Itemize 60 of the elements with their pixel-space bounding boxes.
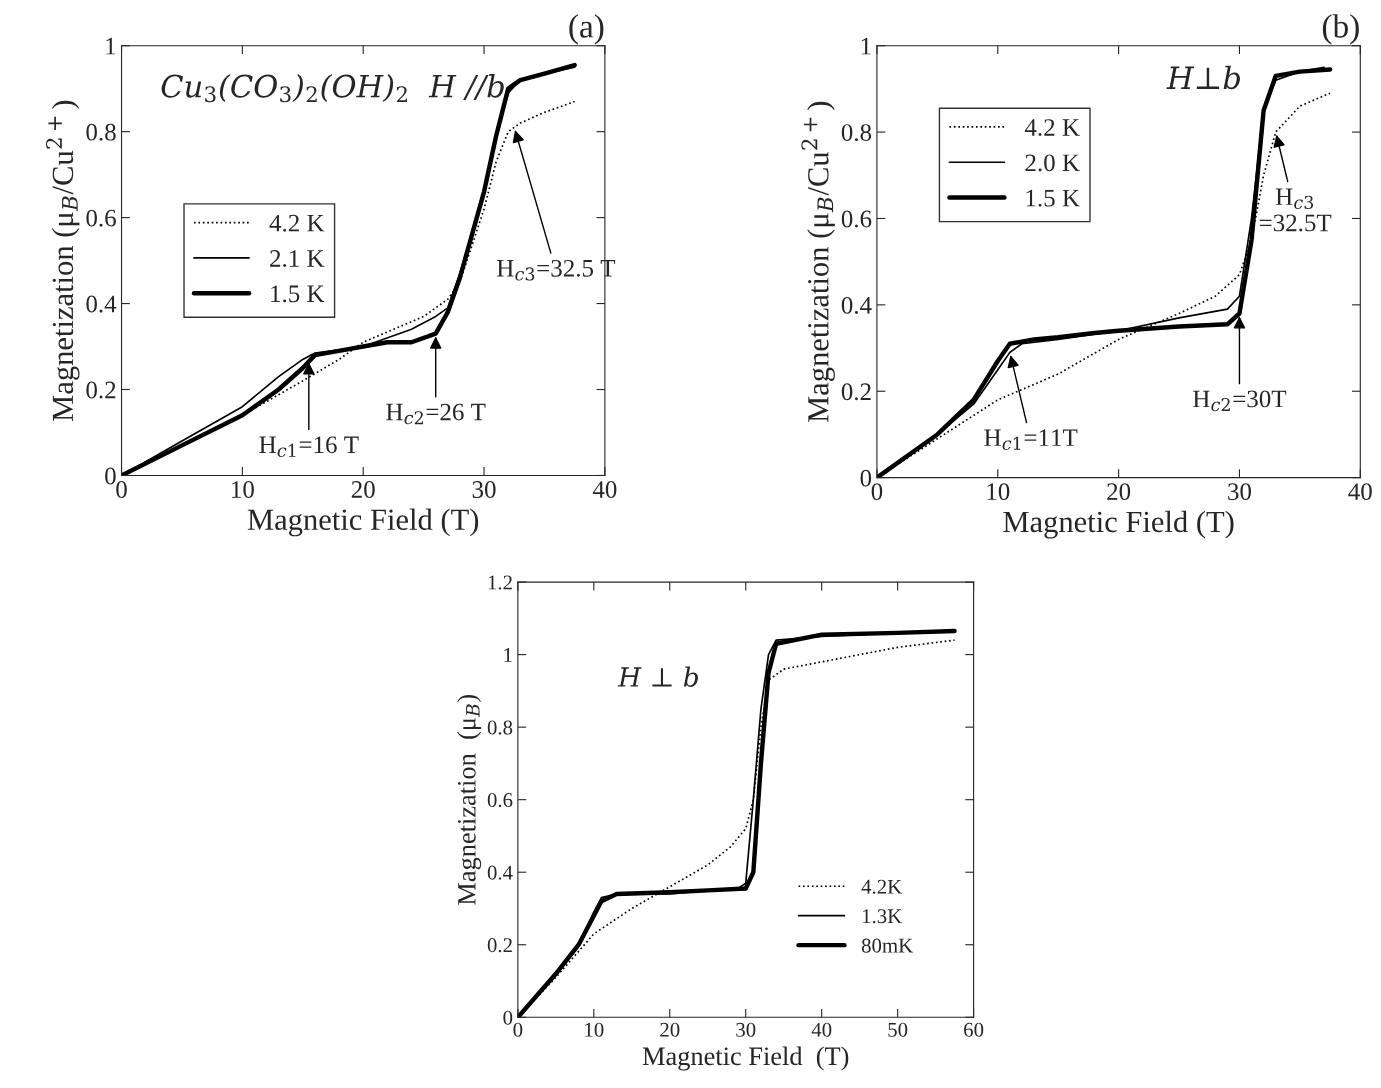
y-axis-title: Magnetization (μ$_{B}$) xyxy=(457,694,482,905)
legend-label: 1.5 K xyxy=(1026,189,1080,207)
x-tick-label: 10 xyxy=(987,483,1010,501)
annotation: H$_{c3}$ =32.5T xyxy=(1259,188,1332,232)
x-tick-label: 40 xyxy=(592,481,617,498)
y-tick-label: 0 xyxy=(105,467,116,485)
x-tick-label: 30 xyxy=(736,1022,756,1037)
x-tick-label: 30 xyxy=(1228,483,1251,501)
y-tick-label: 0.6 xyxy=(86,209,116,227)
y-axis-title: Magnetization (μ$_{B}$/Cu$^{2+}$) xyxy=(801,101,835,423)
annotation: H$_{c2}$=26 T xyxy=(386,403,486,425)
x-tick-label: 10 xyxy=(232,481,254,498)
y-tick-label: 1 xyxy=(861,37,871,55)
x-tick-label: 50 xyxy=(888,1022,908,1037)
annotation: H ⊥ b xyxy=(617,666,698,687)
x-tick-label: 20 xyxy=(351,481,375,498)
y-tick-label: 0.2 xyxy=(841,383,871,401)
legend-label: 2.0 K xyxy=(1025,154,1080,172)
x-tick-label: 0 xyxy=(513,1022,523,1037)
legend-label: 80mK xyxy=(861,938,913,953)
annotation: H$_{c1}$=16 T xyxy=(259,436,359,458)
x-tick-label: 60 xyxy=(964,1022,984,1037)
legend-label: 4.2K xyxy=(861,879,902,894)
y-tick-label: 0.2 xyxy=(487,938,512,953)
x-axis-title: Magnetic Field (T) xyxy=(247,508,479,537)
y-tick-label: 0.6 xyxy=(841,210,872,228)
x-tick-label: 40 xyxy=(811,1022,832,1037)
x-tick-label: 10 xyxy=(585,1022,604,1037)
y-tick-label: 0.2 xyxy=(86,381,116,399)
y-tick-label: 0.8 xyxy=(487,720,513,735)
chart-title: (b) xyxy=(1322,14,1359,45)
y-tick-label: 0.6 xyxy=(487,793,513,808)
y-tick-label: 0 xyxy=(503,1010,513,1025)
x-tick-label: 40 xyxy=(1348,483,1372,501)
y-tick-label: 1.2 xyxy=(488,575,512,590)
y-tick-label: 0.4 xyxy=(841,296,872,314)
text: Cu$_{3}$(CO$_{3}$)$_{2}$(OH)$_{2}$ H //b xyxy=(161,74,504,103)
legend-label: 4.2 K xyxy=(269,214,325,232)
y-axis-title: Magnetization (μ$_{B}$/Cu$^{2+}$) xyxy=(45,100,80,422)
annotation: H$_{c2}$=30T xyxy=(1193,390,1287,412)
y-tick-label: 0.4 xyxy=(86,295,117,313)
legend-label: 4.2 K xyxy=(1024,119,1080,137)
y-tick-label: 0.8 xyxy=(86,123,116,141)
y-tick-label: 0.8 xyxy=(841,124,872,142)
x-tick-label: 30 xyxy=(472,481,496,498)
legend-label: 1.5 K xyxy=(271,285,325,303)
y-tick-label: 0.4 xyxy=(487,865,513,880)
y-tick-label: 1 xyxy=(106,37,116,55)
x-tick-label: 0 xyxy=(871,483,883,501)
x-tick-label: 20 xyxy=(1107,483,1131,501)
y-tick-label: 1 xyxy=(504,648,512,662)
legend-label: 1.3K xyxy=(862,909,902,924)
x-axis-title: Magnetic Field (T) xyxy=(642,1046,849,1071)
x-tick-label: 20 xyxy=(660,1022,680,1037)
chart-title: (a) xyxy=(569,14,604,45)
annotation: H⊥b xyxy=(1166,65,1240,90)
x-axis-title: Magnetic Field (T) xyxy=(1003,510,1234,539)
legend-label: 2.1 K xyxy=(270,250,325,268)
y-tick-label: 0 xyxy=(860,469,872,487)
annotation: H$_{c1}$=11T xyxy=(984,429,1078,450)
